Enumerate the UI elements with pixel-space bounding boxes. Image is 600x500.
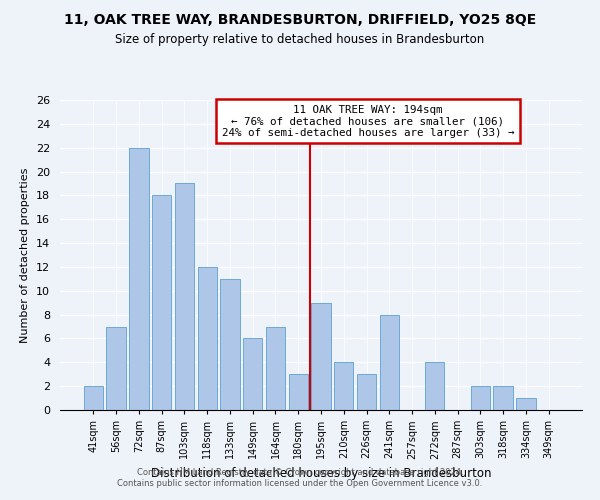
Bar [289,374,308,410]
Y-axis label: Number of detached properties: Number of detached properties [20,168,31,342]
Bar [493,386,513,410]
Bar [175,184,194,410]
Bar [129,148,149,410]
Text: 11, OAK TREE WAY, BRANDESBURTON, DRIFFIELD, YO25 8QE: 11, OAK TREE WAY, BRANDESBURTON, DRIFFIE… [64,12,536,26]
Bar [266,326,285,410]
Bar [470,386,490,410]
Bar [152,196,172,410]
Bar [334,362,353,410]
X-axis label: Distribution of detached houses by size in Brandesburton: Distribution of detached houses by size … [151,467,491,480]
Bar [516,398,536,410]
Bar [197,267,217,410]
Bar [106,326,126,410]
Text: Contains HM Land Registry data © Crown copyright and database right 2024.
Contai: Contains HM Land Registry data © Crown c… [118,468,482,487]
Bar [357,374,376,410]
Text: Size of property relative to detached houses in Brandesburton: Size of property relative to detached ho… [115,32,485,46]
Bar [84,386,103,410]
Bar [243,338,262,410]
Bar [380,314,399,410]
Bar [311,302,331,410]
Bar [220,279,239,410]
Text: 11 OAK TREE WAY: 194sqm
← 76% of detached houses are smaller (106)
24% of semi-d: 11 OAK TREE WAY: 194sqm ← 76% of detache… [222,104,514,138]
Bar [425,362,445,410]
